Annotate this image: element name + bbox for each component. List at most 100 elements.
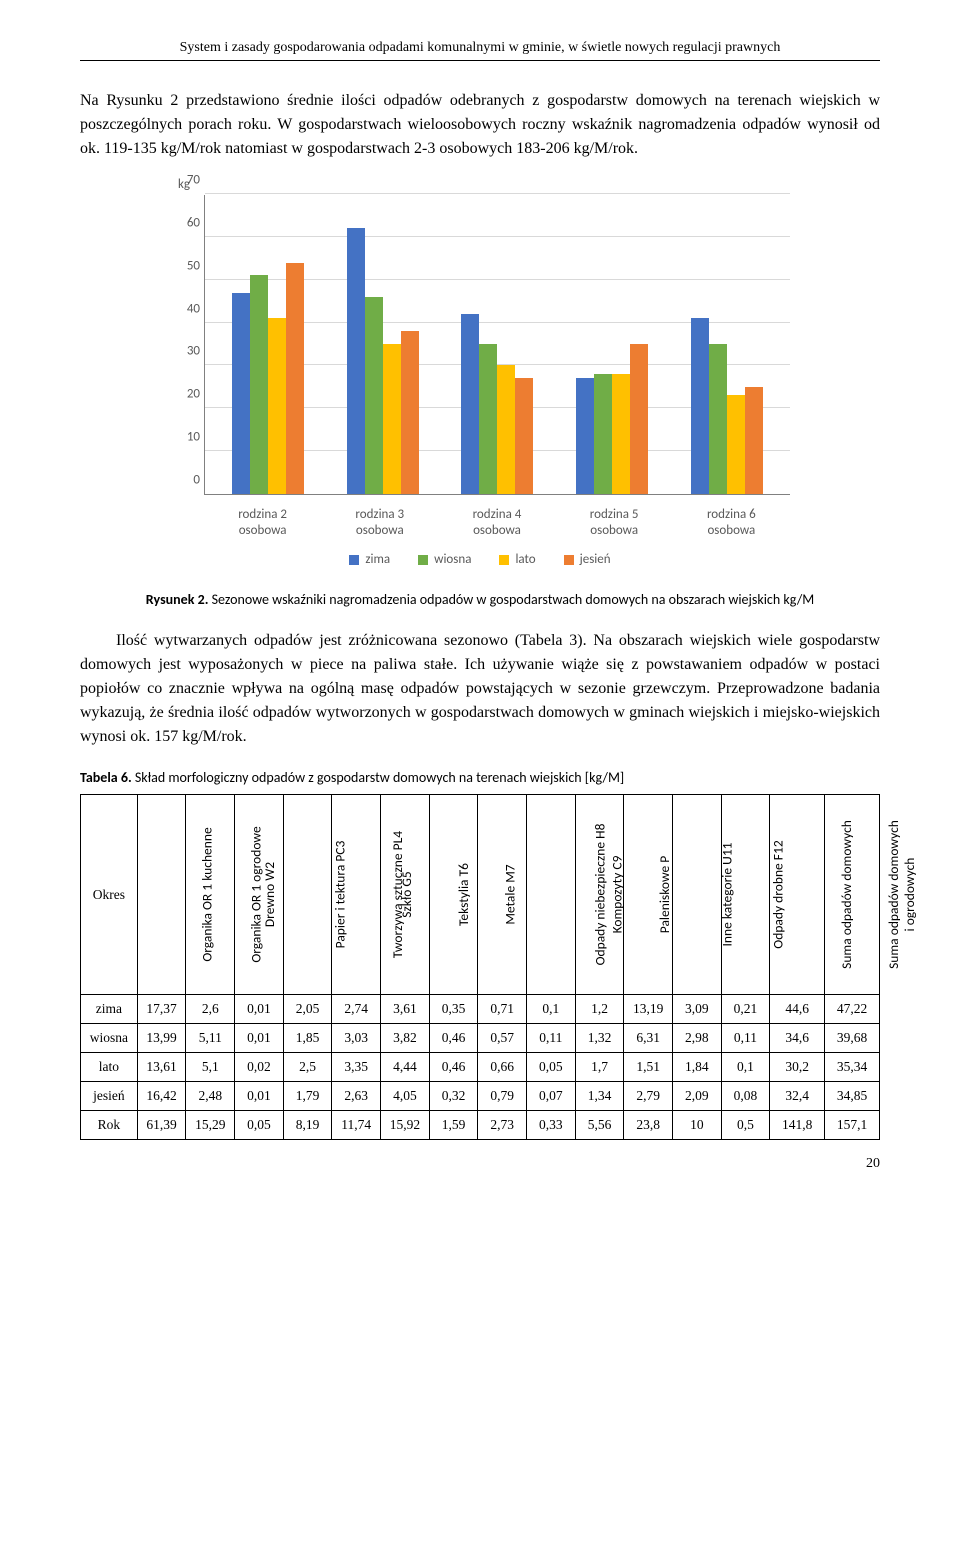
table-cell: 1,2 xyxy=(575,995,624,1024)
table-cell: 0,21 xyxy=(721,995,770,1024)
table-cell: 3,82 xyxy=(381,1024,430,1053)
bar xyxy=(691,318,709,494)
bar-group xyxy=(461,314,533,494)
table-cell: 157,1 xyxy=(825,1111,880,1140)
table-cell: 2,09 xyxy=(673,1082,722,1111)
table-cell: 15,92 xyxy=(381,1111,430,1140)
table-cell: 2,5 xyxy=(283,1053,332,1082)
table-cell: 3,61 xyxy=(381,995,430,1024)
bar xyxy=(594,374,612,494)
table-cell: 4,44 xyxy=(381,1053,430,1082)
chart-plot-area xyxy=(204,195,790,495)
bar xyxy=(612,374,630,494)
table-cell: 44,6 xyxy=(770,995,825,1024)
table-cell: 15,29 xyxy=(186,1111,235,1140)
legend-label: wiosna xyxy=(434,552,471,567)
y-tick: 30 xyxy=(187,344,200,359)
table-cell: 1,79 xyxy=(283,1082,332,1111)
y-tick: 70 xyxy=(187,173,200,188)
table-header: Papier i tektura PC3 xyxy=(283,795,332,995)
table-cell: 0,35 xyxy=(429,995,478,1024)
row-label: jesień xyxy=(81,1082,138,1111)
table-cell: 0,71 xyxy=(478,995,527,1024)
bar xyxy=(401,331,419,494)
bar-group xyxy=(347,228,419,494)
table-cell: 5,56 xyxy=(575,1111,624,1140)
table-row: zima17,372,60,012,052,743,610,350,710,11… xyxy=(81,995,880,1024)
legend-item: jesień xyxy=(564,552,611,567)
bar xyxy=(286,263,304,494)
bar-group xyxy=(576,344,648,494)
bar-group xyxy=(691,318,763,494)
table-cell: 5,1 xyxy=(186,1053,235,1082)
table-cell: 34,6 xyxy=(770,1024,825,1053)
table-cell: 10 xyxy=(673,1111,722,1140)
table-cell: 34,85 xyxy=(825,1082,880,1111)
table-cell: 2,6 xyxy=(186,995,235,1024)
table-caption-label: Tabela 6. xyxy=(80,769,132,786)
table-cell: 0,01 xyxy=(235,1024,284,1053)
page-number: 20 xyxy=(80,1156,880,1172)
page-header: System i zasady gospodarowania odpadami … xyxy=(80,40,880,61)
table-caption: Tabela 6. Skład morfologiczny odpadów z … xyxy=(80,769,880,786)
bar xyxy=(515,378,533,494)
row-label: wiosna xyxy=(81,1024,138,1053)
bar xyxy=(383,344,401,494)
y-tick: 40 xyxy=(187,301,200,316)
gridline xyxy=(205,193,790,194)
legend-swatch xyxy=(499,555,509,565)
paragraph-2: Ilość wytwarzanych odpadów jest zróżnico… xyxy=(80,629,880,749)
paragraph-1: Na Rysunku 2 przedstawiono średnie ilośc… xyxy=(80,89,880,161)
figure-caption-text: Sezonowe wskaźniki nagromadzenia odpadów… xyxy=(208,591,814,608)
bar xyxy=(745,387,763,494)
table-row: Rok61,3915,290,058,1911,7415,921,592,730… xyxy=(81,1111,880,1140)
table-cell: 2,74 xyxy=(332,995,381,1024)
table-cell: 13,19 xyxy=(624,995,673,1024)
legend-item: lato xyxy=(499,552,535,567)
y-tick: 10 xyxy=(187,430,200,445)
table-cell: 1,51 xyxy=(624,1053,673,1082)
table-header: Odpady niebezpieczne H8 xyxy=(527,795,576,995)
table-cell: 2,98 xyxy=(673,1024,722,1053)
table-cell: 13,99 xyxy=(137,1024,186,1053)
table-cell: 4,05 xyxy=(381,1082,430,1111)
table-row: wiosna13,995,110,011,853,033,820,460,570… xyxy=(81,1024,880,1053)
table-cell: 0,33 xyxy=(527,1111,576,1140)
bar xyxy=(497,365,515,494)
table-cell: 35,34 xyxy=(825,1053,880,1082)
row-label: zima xyxy=(81,995,138,1024)
bar xyxy=(709,344,727,494)
figure-caption: Rysunek 2. Sezonowe wskaźniki nagromadze… xyxy=(80,591,880,609)
bar-group xyxy=(232,263,304,494)
table-cell: 0,01 xyxy=(235,1082,284,1111)
y-tick: 50 xyxy=(187,258,200,273)
bar xyxy=(347,228,365,494)
table-cell: 0,1 xyxy=(721,1053,770,1082)
table-cell: 0,46 xyxy=(429,1053,478,1082)
x-label: rodzina 5osobowa xyxy=(567,507,661,538)
table-header: Tekstylia T6 xyxy=(429,795,478,995)
figure-caption-label: Rysunek 2. xyxy=(146,591,209,608)
table-cell: 1,85 xyxy=(283,1024,332,1053)
table-cell: 0,11 xyxy=(721,1024,770,1053)
table-cell: 0,57 xyxy=(478,1024,527,1053)
table-cell: 2,63 xyxy=(332,1082,381,1111)
row-label: lato xyxy=(81,1053,138,1082)
x-label: rodzina 6osobowa xyxy=(684,507,778,538)
x-label: rodzina 4osobowa xyxy=(450,507,544,538)
table-cell: 2,05 xyxy=(283,995,332,1024)
table-cell: 61,39 xyxy=(137,1111,186,1140)
table-cell: 16,42 xyxy=(137,1082,186,1111)
y-tick: 60 xyxy=(187,215,200,230)
table-cell: 13,61 xyxy=(137,1053,186,1082)
table-cell: 1,84 xyxy=(673,1053,722,1082)
table-cell: 0,11 xyxy=(527,1024,576,1053)
table-cell: 0,5 xyxy=(721,1111,770,1140)
table-cell: 0,79 xyxy=(478,1082,527,1111)
table-cell: 3,35 xyxy=(332,1053,381,1082)
table-row: lato13,615,10,022,53,354,440,460,660,051… xyxy=(81,1053,880,1082)
table-cell: 1,34 xyxy=(575,1082,624,1111)
table-cell: 32,4 xyxy=(770,1082,825,1111)
table-cell: 2,48 xyxy=(186,1082,235,1111)
table-cell: 0,32 xyxy=(429,1082,478,1111)
